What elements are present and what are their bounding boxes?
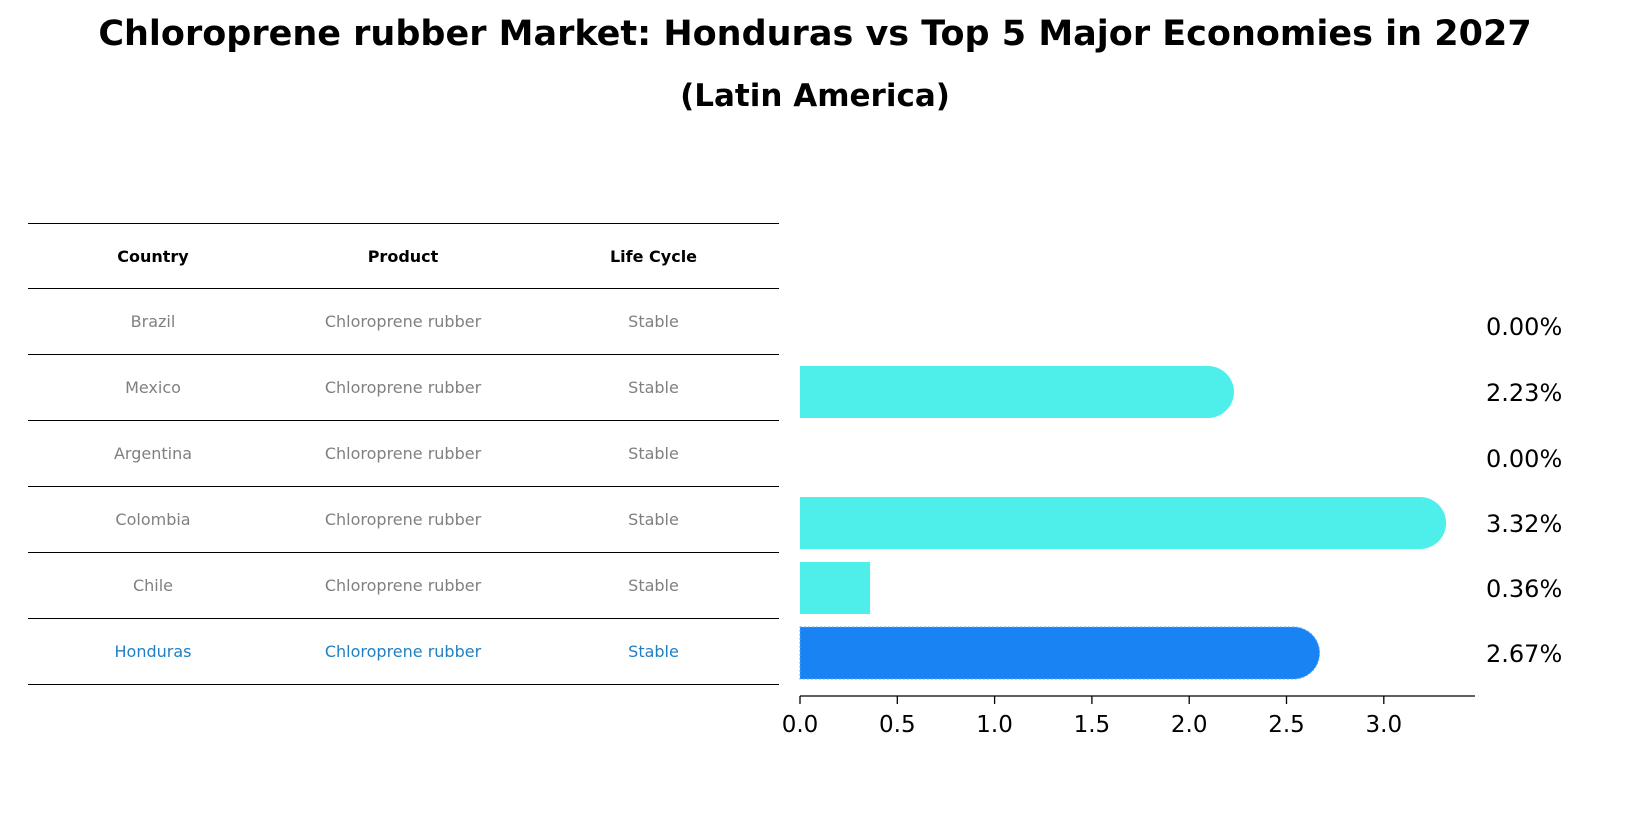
country-cell: Argentina <box>113 444 193 463</box>
x-tick-label: 2.0 <box>1171 712 1208 738</box>
country-cell: Colombia <box>115 510 191 529</box>
life-cycle-cell: Stable <box>628 378 679 397</box>
bar-honduras <box>799 626 1321 680</box>
life-cycle-cell: Stable <box>628 312 679 331</box>
bar-mexico <box>800 366 1234 418</box>
bar-chile <box>800 562 871 614</box>
product-cell: Chloroprene rubber <box>324 378 482 397</box>
life-cycle-cell: Stable <box>628 642 679 661</box>
value-label: 2.67% <box>1486 640 1562 668</box>
x-tick-label: 1.5 <box>1074 712 1111 738</box>
country-cell: Mexico <box>125 378 181 397</box>
product-cell: Chloroprene rubber <box>324 576 482 595</box>
bar-colombia <box>800 497 1447 549</box>
market-table: Country Product Life Cycle Brazil Chloro… <box>28 223 779 685</box>
table-row: Chile Chloroprene rubber Stable <box>28 553 779 619</box>
value-label: 2.23% <box>1486 379 1562 407</box>
country-cell: Honduras <box>114 642 192 661</box>
value-label: 0.36% <box>1486 575 1562 603</box>
life-cycle-cell: Stable <box>628 444 679 463</box>
x-tick-label: 2.5 <box>1268 712 1305 738</box>
x-tick-label: 3.0 <box>1366 712 1403 738</box>
table-row: Brazil Chloroprene rubber Stable <box>28 289 779 355</box>
product-cell: Chloroprene rubber <box>324 510 482 529</box>
value-label: 0.00% <box>1486 313 1562 341</box>
life-cycle-cell: Stable <box>628 576 679 595</box>
x-tick-label: 0.5 <box>879 712 916 738</box>
header-product: Product <box>367 246 439 266</box>
table-row: Argentina Chloroprene rubber Stable <box>28 421 779 487</box>
country-cell: Chile <box>132 576 174 595</box>
table-header-row: Country Product Life Cycle <box>28 223 779 289</box>
life-cycle-cell: Stable <box>628 510 679 529</box>
header-country: Country <box>117 246 189 266</box>
chart-subtitle: (Latin America) <box>680 78 950 114</box>
chart-title: Chloroprene rubber Market: Honduras vs T… <box>98 14 1532 54</box>
value-label: 3.32% <box>1486 510 1562 538</box>
header-life-cycle: Life Cycle <box>609 246 698 266</box>
product-cell: Chloroprene rubber <box>324 642 482 661</box>
x-tick-label: 0.0 <box>782 712 819 738</box>
table-row-highlight: Honduras Chloroprene rubber Stable <box>28 619 779 685</box>
product-cell: Chloroprene rubber <box>324 312 482 331</box>
table-row: Colombia Chloroprene rubber Stable <box>28 487 779 553</box>
value-label: 0.00% <box>1486 445 1562 473</box>
country-cell: Brazil <box>130 312 176 331</box>
table-row: Mexico Chloroprene rubber Stable <box>28 355 779 421</box>
product-cell: Chloroprene rubber <box>324 444 482 463</box>
x-tick-label: 1.0 <box>976 712 1013 738</box>
